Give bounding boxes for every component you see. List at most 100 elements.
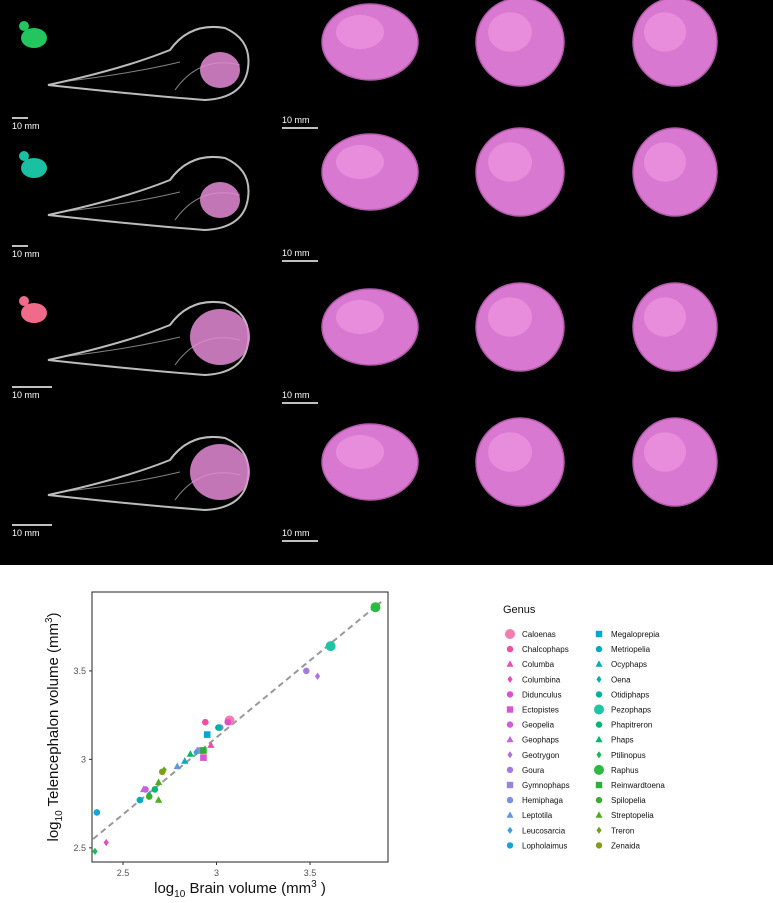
brain-lobe bbox=[644, 432, 686, 472]
x-tick-label: 2.5 bbox=[117, 868, 130, 878]
point bbox=[203, 731, 211, 738]
y-label-sub: 10 bbox=[54, 810, 65, 822]
legend-marker bbox=[506, 796, 514, 804]
legend-label: Ectopistes bbox=[522, 706, 559, 715]
bird-icon bbox=[21, 303, 47, 323]
legend-marker bbox=[595, 660, 603, 667]
x-label-part: Brain volume (mm bbox=[185, 880, 311, 897]
legend-label: Didunculus bbox=[522, 690, 562, 699]
legend-marker bbox=[506, 735, 514, 743]
brain-lobe bbox=[644, 142, 686, 182]
skull-brain bbox=[190, 444, 250, 500]
scale-label: 10 mm bbox=[12, 390, 40, 400]
point bbox=[200, 747, 207, 754]
legend-label: Lopholaimus bbox=[522, 841, 567, 850]
point bbox=[93, 809, 101, 816]
legend-label: Oena bbox=[611, 675, 631, 684]
y-axis-label: log10 Telencephalon volume (mm3) bbox=[44, 612, 65, 841]
x-tick-label: 3 bbox=[214, 868, 219, 878]
skull-brain bbox=[200, 52, 240, 88]
legend-marker bbox=[506, 766, 514, 774]
point bbox=[154, 778, 163, 786]
legend-marker bbox=[506, 842, 514, 849]
legend-marker bbox=[506, 721, 514, 728]
legend-label: Ptilinopus bbox=[611, 751, 646, 760]
legend-marker bbox=[596, 826, 602, 834]
legend-label: Spilopelia bbox=[611, 796, 646, 805]
legend-marker bbox=[506, 691, 514, 698]
brain-lobe bbox=[644, 297, 686, 337]
legend-label: Ocyphaps bbox=[611, 660, 647, 669]
x-label-part: ) bbox=[317, 880, 326, 897]
bird-head bbox=[19, 151, 29, 161]
scale-label: 10 mm bbox=[12, 121, 40, 131]
point bbox=[207, 741, 215, 748]
legend-marker bbox=[506, 781, 514, 789]
legend-label: Geophaps bbox=[522, 736, 559, 745]
point bbox=[139, 785, 148, 793]
x-tick-label: 3.5 bbox=[304, 868, 317, 878]
legend-label: Leptotila bbox=[522, 811, 553, 820]
brain-lobe bbox=[336, 434, 384, 470]
point bbox=[173, 762, 181, 770]
legend-marker bbox=[595, 811, 603, 818]
point bbox=[159, 768, 166, 776]
y-tick-label: 3 bbox=[81, 754, 86, 764]
point bbox=[136, 796, 144, 804]
legend-label: Chalcophaps bbox=[522, 645, 569, 654]
point bbox=[186, 750, 194, 757]
legend-label: Geotrygon bbox=[522, 751, 559, 760]
legend-marker bbox=[505, 629, 515, 639]
legend-marker bbox=[594, 704, 604, 715]
point bbox=[154, 796, 163, 803]
skull bbox=[47, 156, 250, 232]
scale-label: 10 mm bbox=[12, 249, 40, 259]
legend-label: Megaloprepia bbox=[611, 630, 660, 639]
brain-lobe bbox=[488, 142, 532, 182]
legend-marker bbox=[506, 645, 514, 653]
scale-label: 10 mm bbox=[12, 528, 40, 538]
legend-label: Columbina bbox=[522, 675, 561, 684]
point bbox=[103, 838, 109, 847]
point bbox=[193, 748, 199, 756]
legend-marker bbox=[507, 751, 513, 759]
skull bbox=[47, 436, 250, 512]
legend-marker bbox=[595, 796, 603, 804]
legend-label: Geopelia bbox=[522, 721, 555, 730]
legend-title: Genus bbox=[503, 604, 536, 616]
brain-lobe bbox=[488, 297, 532, 337]
x-label-sub: 10 bbox=[174, 889, 186, 900]
point bbox=[196, 747, 204, 754]
scale-label: 10 mm bbox=[282, 248, 310, 258]
legend-marker bbox=[595, 842, 603, 849]
legend-marker bbox=[595, 630, 603, 638]
legend-label: Gymnophaps bbox=[522, 781, 570, 790]
y-label-part: Telencephalon volume (mm bbox=[45, 623, 62, 810]
bird-icon bbox=[21, 28, 47, 48]
skull-brain bbox=[200, 182, 240, 218]
skull-brain bbox=[190, 309, 250, 365]
y-label-part: ) bbox=[45, 612, 62, 617]
legend-label: Zenaida bbox=[611, 841, 640, 850]
legend-label: Caloenas bbox=[522, 630, 556, 639]
legend-marker bbox=[596, 751, 602, 759]
point bbox=[145, 793, 153, 800]
legend-marker bbox=[595, 735, 603, 743]
legend-label: Otidiphaps bbox=[611, 690, 649, 699]
point bbox=[151, 786, 159, 793]
legend-marker bbox=[595, 691, 603, 698]
bird-head bbox=[19, 296, 29, 306]
legend-marker bbox=[506, 706, 514, 713]
scale-label: 10 mm bbox=[282, 528, 310, 538]
legend-label: Phaps bbox=[611, 736, 634, 745]
legend-marker bbox=[595, 645, 603, 653]
y-label-sup: 3 bbox=[44, 617, 55, 623]
skull bbox=[47, 301, 250, 377]
legend-label: Treron bbox=[611, 826, 634, 835]
point bbox=[325, 641, 336, 652]
brain-lobe bbox=[644, 12, 686, 52]
legend-label: Reinwardtoena bbox=[611, 781, 665, 790]
scale-label: 10 mm bbox=[282, 115, 310, 125]
x-label-sup: 3 bbox=[311, 879, 317, 890]
